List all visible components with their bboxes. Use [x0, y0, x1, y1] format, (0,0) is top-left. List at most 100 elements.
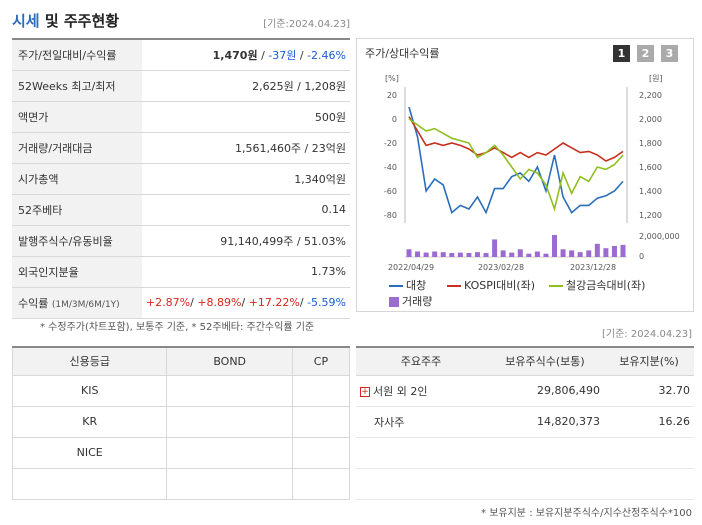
chart-page-1[interactable]: 1: [613, 45, 630, 62]
price-chart: [%] [원] 20 0 -20 -40 -60 -80 2,200 2,000 1,800 1,60…: [384, 74, 680, 272]
volume-bar: [423, 252, 429, 257]
section-title: 시세 및 주주현황: [12, 10, 119, 31]
bond-cell: [166, 467, 293, 500]
cp-cell: [291, 467, 351, 500]
table-row: 자사주 14,820,373 16.26: [356, 406, 694, 438]
volume-bar: [517, 249, 523, 257]
quote-label: 거래량/거래대금: [12, 132, 142, 164]
volume-bar: [457, 252, 463, 257]
volume-bar: [406, 249, 412, 257]
holder-shares: [486, 468, 604, 500]
volume-bar: [620, 244, 626, 257]
holder-pct: 32.70: [604, 375, 694, 407]
holder-pct: [604, 468, 694, 500]
right-axis-unit: [원]: [649, 74, 663, 83]
credit-header: 신용등급: [11, 346, 168, 376]
table-row: + 서원 외 2인 29,806,490 32.70: [356, 375, 694, 407]
quote-value: 1.73%: [142, 256, 350, 288]
quote-row: 외국인지분율 1.73%: [12, 256, 350, 288]
table-row: KR: [11, 405, 351, 438]
volume-bar: [603, 248, 609, 257]
volume-bar: [569, 250, 575, 257]
quote-row: 52Weeks 최고/최저 2,625원 / 1,208원: [12, 70, 350, 102]
holders-footnote: * 보유지분 : 보유지분주식수/지수산정주식수*100: [481, 508, 692, 519]
quote-label: 주가/전일대비/수익률: [12, 38, 142, 71]
chart-page-2[interactable]: 2: [637, 45, 654, 62]
series-line: [408, 106, 624, 215]
base-date-2: [기준: 2024.04.23]: [601, 329, 692, 340]
legend-item: 철강금속대비(좌): [549, 277, 645, 293]
holders-header: 주요주주: [356, 346, 486, 376]
holder-name: [356, 468, 486, 500]
right-tick-label: 2,000: [639, 115, 662, 124]
volume-bar: [611, 246, 617, 257]
legend-item: 대창: [389, 277, 426, 293]
right-tick-label: 1,200: [639, 211, 662, 220]
table-row: [356, 468, 694, 500]
holder-name: [356, 437, 486, 469]
table-row: [11, 467, 351, 500]
left-tick-label: 0: [392, 115, 397, 124]
legend-item: 거래량: [389, 293, 432, 309]
holders-table: 주요주주 보유주식수(보통) 보유지분(%) + 서원 외 2인 29,806,490 3…: [356, 346, 694, 500]
left-tick-label: -20: [384, 139, 397, 148]
volume-bar: [560, 249, 566, 257]
holder-name: + 서원 외 2인: [356, 375, 486, 407]
credit-agency: [11, 467, 168, 500]
x-tick-label: 2022/04/29: [388, 263, 434, 272]
quote-table: 주가/전일대비/수익률 1,470원 / -37원 / -2.46% 52Wee…: [12, 38, 350, 319]
series-line: [408, 116, 624, 162]
base-date: [기준:2024.04.23]: [263, 19, 350, 30]
bond-cell: [166, 374, 293, 407]
title-main: 시세: [12, 12, 40, 30]
credit-header: BOND: [166, 346, 293, 376]
volume-bar: [466, 253, 472, 257]
quote-label: 액면가: [12, 101, 142, 133]
chart-page-3[interactable]: 3: [661, 45, 678, 62]
quote-value: 2,625원 / 1,208원: [142, 70, 350, 102]
right-tick-label: 1,800: [639, 139, 662, 148]
volume-bar: [483, 253, 489, 257]
right-tick-label: 2,200: [639, 91, 662, 100]
volume-bar: [449, 253, 455, 257]
holder-shares: [486, 437, 604, 469]
volume-bar: [415, 251, 421, 257]
expand-icon[interactable]: +: [360, 386, 370, 397]
quote-row: 시가총액 1,340억원: [12, 163, 350, 195]
quote-label: 발행주식수/유동비율: [12, 225, 142, 257]
quote-row: 액면가 500원: [12, 101, 350, 133]
holders-header: 보유지분(%): [604, 346, 694, 376]
volume-bar: [586, 250, 592, 257]
credit-header: CP: [291, 346, 351, 376]
volume-tick-label: 0: [639, 252, 644, 261]
chart-title: 주가/상대수익률: [365, 47, 440, 60]
bond-cell: [166, 405, 293, 438]
left-tick-label: -60: [384, 187, 397, 196]
quote-value: 1,470원 / -37원 / -2.46%: [142, 38, 350, 71]
chart-legend: 대창 KOSPI대비(좌) 철강금속대비(좌) 거래량: [389, 277, 689, 309]
credit-agency: KR: [11, 405, 168, 438]
volume-bar: [552, 235, 558, 257]
x-tick-label: 2023/12/28: [570, 263, 616, 272]
holder-shares: 29,806,490: [486, 375, 604, 407]
quote-value: 0.14: [142, 194, 350, 226]
quote-label: 52주베타: [12, 194, 142, 226]
table-row: NICE: [11, 436, 351, 469]
quote-row-price: 주가/전일대비/수익률 1,470원 / -37원 / -2.46%: [12, 38, 350, 71]
credit-agency: KIS: [11, 374, 168, 407]
holder-pct: 16.26: [604, 406, 694, 438]
holder-shares: 14,820,373: [486, 406, 604, 438]
chart-panel: 주가/상대수익률 1 2 3 [%] [원] 20 0 -20 -40 -60 -80 2,20…: [356, 38, 694, 312]
x-tick-label: 2023/02/28: [478, 263, 524, 272]
volume-bar: [543, 253, 549, 257]
quote-row: 발행주식수/유동비율 91,140,499주 / 51.03%: [12, 225, 350, 257]
volume-bar: [594, 243, 600, 257]
volume-bar: [526, 253, 532, 257]
volume-bar: [474, 252, 480, 257]
quote-value: 91,140,499주 / 51.03%: [142, 225, 350, 257]
right-tick-label: 1,600: [639, 163, 662, 172]
table-row: KIS: [11, 374, 351, 407]
volume-bar: [440, 252, 446, 257]
quote-footnote: * 수정주가(차트포함), 보통주 기준, * 52주베타: 주간수익률 기준: [40, 322, 315, 333]
quote-value: 500원: [142, 101, 350, 133]
